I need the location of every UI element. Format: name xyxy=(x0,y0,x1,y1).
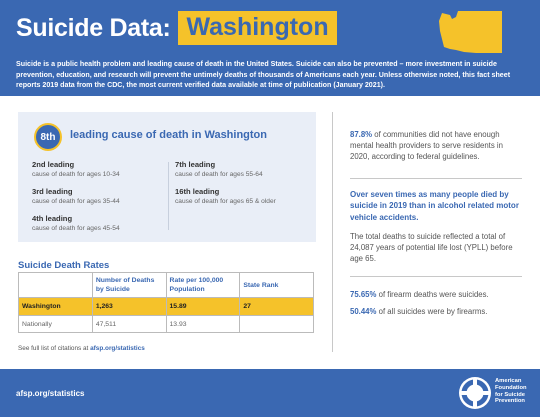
intro-text: Suicide is a public health problem and l… xyxy=(16,60,511,89)
table-row: Nationally 47,511 13.93 xyxy=(18,315,314,333)
stat-mental-health-providers: 87.8% of communities did not have enough… xyxy=(350,129,522,162)
citation-link[interactable]: afsp.org/statistics xyxy=(90,345,145,352)
stat-value: 50.44% xyxy=(350,307,377,316)
citation-prefix: See full list of citations at xyxy=(18,345,89,352)
table-cell: 27 xyxy=(239,297,314,316)
rank-divider xyxy=(168,162,169,230)
rank-item-title: 3rd leading xyxy=(32,187,73,196)
rates-title: Suicide Death Rates xyxy=(18,260,110,271)
table-cell xyxy=(239,315,314,333)
table-header-cell: State Rank xyxy=(239,272,314,298)
rank-item-sub: cause of death for ages 35-44 xyxy=(32,198,120,205)
rank-item-title: 7th leading xyxy=(175,160,216,169)
title-main: Suicide Data: xyxy=(16,13,171,42)
rank-label: leading cause of death in Washington xyxy=(70,129,267,141)
stat-text: of firearm deaths were suicides. xyxy=(376,290,489,299)
rank-item-sub: cause of death for ages 45-54 xyxy=(32,225,120,232)
logo-text: American Foundation for Suicide Preventi… xyxy=(495,378,539,405)
rank-item-title: 16th leading xyxy=(175,187,220,196)
table-cell: 1,263 xyxy=(91,297,167,316)
washington-map-icon xyxy=(439,11,502,53)
ypll-text: The total deaths to suicide reflected a … xyxy=(350,232,513,263)
rank-item-ages-35-44: 3rd leading cause of death for ages 35-4… xyxy=(32,187,120,205)
rank-item-ages-10-34: 2nd leading cause of death for ages 10-3… xyxy=(32,160,120,178)
table-header-cell: Number of Deaths by Suicide xyxy=(91,272,167,298)
citation-note: See full list of citations at afsp.org/s… xyxy=(18,345,145,352)
rank-item-ages-65-older: 16th leading cause of death for ages 65 … xyxy=(175,187,276,205)
table-header-cell xyxy=(18,272,93,298)
logo-line: for Suicide xyxy=(495,391,525,398)
lead-statement: Over seven times as many people died by … xyxy=(350,190,519,222)
rates-table: Number of Deaths by Suicide Rate per 100… xyxy=(18,272,314,333)
rank-item-sub: cause of death for ages 65 & older xyxy=(175,198,276,205)
stat-text: of communities did not have enough menta… xyxy=(350,130,503,161)
stat-value: 87.8% xyxy=(350,130,373,139)
footer-bar: afsp.org/statistics American Foundation … xyxy=(0,369,540,417)
footer-link[interactable]: afsp.org/statistics xyxy=(16,389,85,398)
divider-line xyxy=(350,178,522,179)
table-cell: Nationally xyxy=(18,315,93,333)
rank-item-sub: cause of death for ages 55-64 xyxy=(175,171,263,178)
table-cell: 47,511 xyxy=(91,315,167,333)
column-divider xyxy=(332,112,333,352)
rank-item-title: 2nd leading xyxy=(32,160,75,169)
divider-line xyxy=(350,276,522,277)
header-banner: Suicide Data: Washington Suicide is a pu… xyxy=(0,0,540,96)
logo-line: American xyxy=(495,378,522,384)
stat-suicides-firearms: 50.44% of all suicides were by firearms. xyxy=(350,306,522,317)
table-cell: 15.89 xyxy=(165,297,241,316)
rank-item-ages-55-64: 7th leading cause of death for ages 55-6… xyxy=(175,160,263,178)
stat-text: of all suicides were by firearms. xyxy=(376,307,488,316)
lifebuoy-logo-icon xyxy=(459,377,491,409)
logo-line: Foundation xyxy=(495,384,527,391)
stat-value: 75.65% xyxy=(350,290,377,299)
table-row: Washington 1,263 15.89 27 xyxy=(18,297,314,316)
rank-item-sub: cause of death for ages 10-34 xyxy=(32,171,120,178)
logo-line: Prevention xyxy=(495,398,525,405)
title-state: Washington xyxy=(178,11,337,45)
rank-item-title: 4th leading xyxy=(32,214,73,223)
table-cell: Washington xyxy=(18,297,93,316)
table-header-row: Number of Deaths by Suicide Rate per 100… xyxy=(18,272,314,298)
table-cell: 13.93 xyxy=(165,315,241,333)
table-header-cell: Rate per 100,000 Population xyxy=(165,272,241,298)
page-title: Suicide Data: Washington xyxy=(16,11,337,45)
stat-firearm-deaths: 75.65% of firearm deaths were suicides. xyxy=(350,289,522,300)
rank-badge: 8th xyxy=(34,123,62,151)
rank-item-ages-45-54: 4th leading cause of death for ages 45-5… xyxy=(32,214,120,232)
rank-box: 8th leading cause of death in Washington… xyxy=(18,112,316,242)
